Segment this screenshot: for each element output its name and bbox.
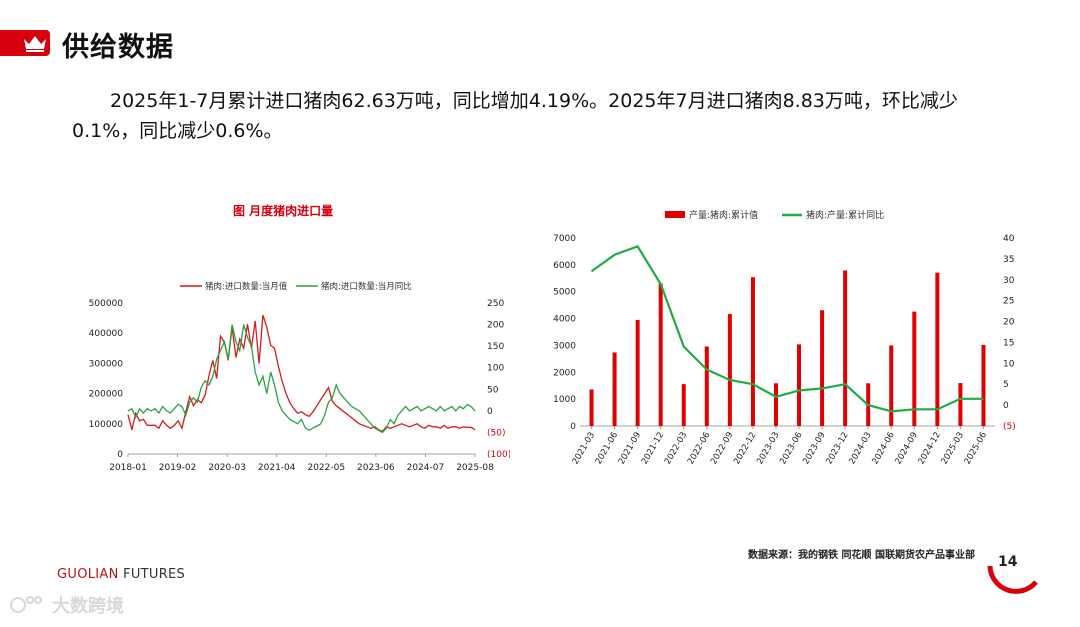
page-number-arc-icon bbox=[987, 565, 1038, 594]
y-right-tick-label: 250 bbox=[487, 299, 504, 309]
bar-2023-09 bbox=[820, 310, 825, 426]
y-right-tick-label: 5 bbox=[1003, 380, 1009, 390]
bar-2021-03 bbox=[589, 389, 594, 426]
y-left-tick-label: 7000 bbox=[553, 234, 576, 244]
legend-bar-label: 产量:猪肉:累计值 bbox=[689, 209, 758, 221]
monthly-pork-import-chart: 猪肉:进口数量:当月值 猪肉:进口数量:当月同比 0 100000 200000 3000… bbox=[89, 281, 510, 473]
x-tick-label: 2023-06 bbox=[357, 463, 395, 473]
legend-label-2: 猪肉:进口数量:当月同比 bbox=[321, 281, 412, 292]
y-right-tick-label: 0 bbox=[487, 407, 493, 417]
y-right-tick-label: 10 bbox=[1003, 359, 1015, 369]
y-left-tick-label: 500000 bbox=[89, 299, 124, 309]
bar-2023-06 bbox=[797, 344, 802, 426]
crown-icon bbox=[24, 36, 46, 52]
watermark-text: 大数跨境 bbox=[52, 596, 124, 617]
y-right-tick-label: 15 bbox=[1003, 338, 1014, 348]
x-tick-label: 2021-04 bbox=[258, 463, 296, 473]
data-source: 数据来源：我的钢铁 同花顺 国联期货农产品事业部 bbox=[748, 550, 975, 561]
y-right-tick-label: 30 bbox=[1003, 276, 1015, 286]
y-right-tick-label: 200 bbox=[487, 321, 504, 331]
bar-2023-12 bbox=[843, 270, 848, 426]
y-left-tick-label: 200000 bbox=[89, 390, 124, 400]
y-left-tick-label: 6000 bbox=[553, 261, 576, 271]
bar-2022-12 bbox=[750, 277, 755, 426]
y-left-tick-label: 1000 bbox=[553, 395, 576, 405]
bar-2025-03 bbox=[958, 383, 963, 426]
x-tick-label: 2024-07 bbox=[407, 463, 445, 473]
y-left-tick-label: 5000 bbox=[553, 288, 576, 298]
pork-production-chart: 产量:猪肉:累计值 猪肉:产量:累计同比 0 1000 2000 3000 4000 5000… bbox=[553, 209, 1016, 467]
y-left-tick-label: 2000 bbox=[553, 368, 576, 378]
y-left-tick-label: 300000 bbox=[89, 359, 124, 369]
series-line-1 bbox=[127, 314, 476, 433]
legend-bar-swatch bbox=[665, 211, 685, 218]
bar-2024-12 bbox=[935, 272, 940, 426]
bar-2022-03 bbox=[681, 384, 686, 426]
bar-2022-06 bbox=[704, 346, 709, 426]
brand-logo-text: GUOLIAN FUTURES bbox=[57, 567, 185, 582]
summary-text: 2025年1-7月累计进口猪肉62.63万吨，同比增加4.19%。2025年7月… bbox=[72, 90, 958, 142]
x-tick-label: 2018-01 bbox=[109, 463, 147, 473]
y-right-tick-label: 20 bbox=[1003, 318, 1015, 328]
bar-2021-06 bbox=[612, 352, 617, 426]
x-tick-label: 2022-05 bbox=[307, 463, 345, 473]
bar-2024-09 bbox=[912, 311, 917, 426]
y-right-tick-label: 150 bbox=[487, 342, 504, 352]
y-left-tick-label: 100000 bbox=[89, 420, 124, 430]
bar-2021-12 bbox=[658, 283, 663, 426]
x-tick-label: 2025-08 bbox=[456, 463, 494, 473]
y-right-tick-label: 50 bbox=[487, 385, 499, 395]
brand-part1: GUOLIAN bbox=[57, 567, 119, 582]
watermark-logo-icon bbox=[10, 596, 42, 613]
bar-2023-03 bbox=[773, 383, 778, 426]
bar-2024-06 bbox=[889, 345, 894, 426]
y-right-tick-label: 0 bbox=[1003, 401, 1009, 411]
y-right-tick-label: 40 bbox=[1003, 234, 1015, 244]
bar-2022-09 bbox=[727, 314, 732, 426]
yoy-line bbox=[590, 245, 984, 413]
y-right-tick-label: (5) bbox=[1003, 422, 1016, 432]
page-number: 14 bbox=[998, 554, 1018, 570]
legend-line-label: 猪肉:产量:累计同比 bbox=[806, 209, 884, 221]
y-right-tick-label: 35 bbox=[1003, 255, 1014, 265]
y-left-tick-label: 4000 bbox=[553, 315, 576, 325]
y-left-tick-label: 3000 bbox=[553, 341, 576, 351]
x-tick-label: 2025-06 bbox=[963, 431, 989, 467]
y-right-tick-label: 25 bbox=[1003, 297, 1014, 307]
bar-2025-06 bbox=[981, 344, 986, 426]
y-left-tick-label: 400000 bbox=[89, 329, 124, 339]
legend-label-1: 猪肉:进口数量:当月值 bbox=[205, 281, 288, 292]
brand-part2: FUTURES bbox=[118, 567, 186, 582]
page-title: 供给数据 bbox=[62, 32, 174, 63]
y-left-tick-label: 0 bbox=[117, 450, 123, 460]
chart1-title: 图 月度猪肉进口量 bbox=[233, 204, 334, 218]
y-right-tick-label: (100) bbox=[487, 450, 510, 460]
x-tick-label: 2019-02 bbox=[159, 463, 197, 473]
series-line-2 bbox=[127, 324, 476, 434]
y-left-tick-label: 0 bbox=[570, 422, 576, 432]
y-right-tick-label: (50) bbox=[487, 428, 505, 438]
y-right-tick-label: 100 bbox=[487, 364, 504, 374]
x-tick-label: 2020-03 bbox=[208, 463, 246, 473]
bar-2021-09 bbox=[635, 319, 640, 426]
